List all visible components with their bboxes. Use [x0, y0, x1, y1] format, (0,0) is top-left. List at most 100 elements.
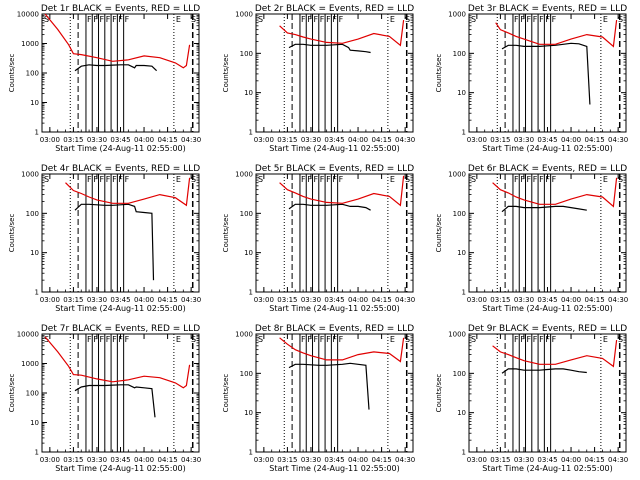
plot-frame	[255, 173, 414, 293]
x-tick-label: 03:30	[301, 456, 321, 464]
x-axis-title: Start Time (24-Aug-11 02:55:00)	[269, 464, 400, 473]
saa-marker-right: S	[618, 175, 623, 184]
flare-marker-label: F	[301, 15, 306, 24]
y-tick-label: 1	[35, 449, 39, 457]
x-tick-label: 03:45	[324, 136, 344, 144]
lld-line	[492, 177, 618, 208]
flare-marker-label: F	[118, 335, 123, 344]
panel-title: Det 1r BLACK = Events, RED = LLD	[41, 4, 200, 14]
saa-marker-right: S	[405, 335, 410, 344]
flare-marker-label: F	[106, 335, 111, 344]
events-line	[501, 42, 591, 105]
flare-marker-label: F	[520, 335, 525, 344]
saa-marker-left: S	[44, 15, 49, 24]
flare-marker-label: F	[125, 15, 130, 24]
eclipse-marker: E	[176, 175, 181, 184]
x-axis-title: Start Time (24-Aug-11 02:55:00)	[55, 464, 186, 473]
y-tick-label: 1	[35, 129, 39, 137]
flare-marker-label: F	[527, 15, 532, 24]
saa-marker-right: S	[405, 15, 410, 24]
panel-title: Det 2r BLACK = Events, RED = LLD	[255, 4, 414, 14]
y-tick-label: 10	[30, 419, 39, 427]
lld-line	[44, 336, 191, 389]
flare-marker-label: F	[93, 335, 98, 344]
eclipse-marker: E	[390, 335, 395, 344]
y-tick-label: 100	[240, 50, 253, 58]
x-tick-label: 04:30	[608, 296, 628, 304]
flare-marker-label: F	[125, 335, 130, 344]
flare-marker-label: F	[545, 335, 550, 344]
plot-frame	[255, 333, 414, 453]
flare-marker-label: F	[320, 335, 325, 344]
y-tick-label: 10	[457, 89, 466, 97]
flare-marker-label: F	[533, 175, 538, 184]
x-tick-label: 04:00	[134, 296, 154, 304]
lld-line	[492, 340, 618, 368]
flare-marker-label: F	[125, 175, 130, 184]
flare-marker-label: F	[314, 15, 319, 24]
flare-marker-label: F	[332, 15, 337, 24]
x-tick-label: 04:00	[134, 456, 154, 464]
plot-frame	[41, 13, 200, 133]
events-line	[501, 205, 587, 213]
x-tick-label: 04:30	[395, 296, 415, 304]
flare-marker-label: F	[106, 15, 111, 24]
y-tick-label: 1	[249, 129, 253, 137]
panel-title: Det 4r BLACK = Events, RED = LLD	[41, 164, 200, 174]
x-tick-label: 03:45	[324, 296, 344, 304]
panel-title: Det 8r BLACK = Events, RED = LLD	[255, 324, 414, 334]
y-tick-label: 1000	[21, 360, 39, 368]
x-axis-title: Start Time (24-Aug-11 02:55:00)	[55, 144, 186, 153]
saa-marker-left: S	[471, 175, 476, 184]
plot-frame	[468, 173, 627, 293]
detector-panel-8: Det 8r BLACK = Events, RED = LLD 1 10 100 10…	[222, 324, 415, 473]
x-tick-label: 04:15	[158, 136, 178, 144]
x-tick-label: 03:00	[254, 136, 274, 144]
x-tick-label: 03:15	[63, 296, 83, 304]
flare-marker-label: F	[339, 175, 344, 184]
flare-marker-label: F	[100, 15, 105, 24]
x-tick-label: 03:15	[490, 456, 510, 464]
flare-marker-label: F	[520, 15, 525, 24]
events-line	[74, 384, 156, 418]
saa-marker-right: S	[618, 15, 623, 24]
y-tick-label: 1	[249, 289, 253, 297]
saa-marker-right: S	[405, 175, 410, 184]
y-tick-label: 100	[26, 210, 39, 218]
x-tick-label: 03:45	[537, 296, 557, 304]
flare-marker-label: F	[533, 15, 538, 24]
x-tick-label: 04:15	[372, 456, 392, 464]
events-line	[74, 203, 155, 281]
eclipse-marker: E	[176, 15, 181, 24]
flare-marker-label: F	[514, 335, 519, 344]
saa-marker-left: S	[258, 175, 263, 184]
x-tick-label: 03:30	[514, 456, 534, 464]
y-tick-label: 10	[457, 249, 466, 257]
flare-marker-label: F	[527, 175, 532, 184]
eclipse-marker: E	[390, 15, 395, 24]
x-tick-label: 03:00	[467, 136, 487, 144]
lld-line	[279, 20, 405, 47]
plot-frame	[468, 13, 627, 133]
flare-marker-label: F	[326, 335, 331, 344]
flare-marker-label: F	[539, 175, 544, 184]
x-tick-label: 03:45	[110, 456, 130, 464]
y-axis-title: Counts/sec	[222, 374, 230, 413]
y-tick-label: 10000	[17, 331, 39, 339]
x-tick-label: 03:45	[110, 136, 130, 144]
events-line	[288, 362, 370, 410]
y-axis-title: Counts/sec	[8, 374, 16, 413]
flare-marker-label: F	[320, 175, 325, 184]
x-tick-label: 04:15	[158, 456, 178, 464]
flare-marker-label: F	[314, 175, 319, 184]
y-axis-title: Counts/sec	[8, 214, 16, 253]
x-tick-label: 04:15	[585, 296, 605, 304]
x-tick-label: 03:30	[87, 456, 107, 464]
flare-marker-label: F	[87, 15, 92, 24]
flare-marker-label: F	[112, 175, 117, 184]
x-axis-title: Start Time (24-Aug-11 02:55:00)	[482, 464, 613, 473]
x-tick-label: 03:00	[467, 456, 487, 464]
flare-marker-label: F	[112, 15, 117, 24]
panel-title: Det 6r BLACK = Events, RED = LLD	[468, 164, 627, 174]
x-tick-label: 03:00	[254, 296, 274, 304]
